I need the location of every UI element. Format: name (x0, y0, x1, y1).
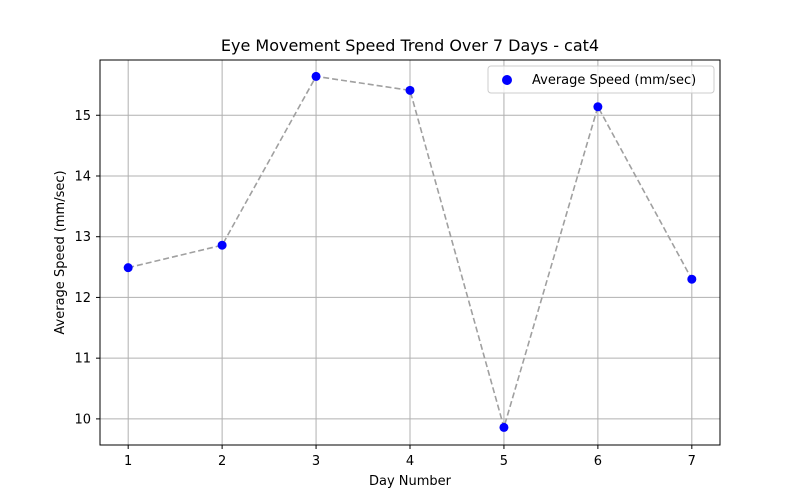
x-tick-label: 7 (688, 454, 696, 469)
x-tick-label: 6 (594, 454, 602, 469)
x-tick-label: 5 (500, 454, 508, 469)
y-tick-label: 10 (74, 412, 91, 427)
legend: Average Speed (mm/sec) (487, 65, 715, 94)
data-point (217, 240, 227, 250)
grid (100, 60, 720, 445)
x-tick-label: 4 (406, 454, 414, 469)
data-point (687, 274, 697, 284)
y-tick-label: 11 (74, 352, 91, 367)
x-tick-label: 1 (124, 454, 132, 469)
y-tick-label: 15 (74, 109, 91, 124)
data-point (311, 71, 321, 81)
data-point (499, 422, 509, 432)
legend-label: Average Speed (mm/sec) (532, 73, 696, 88)
legend-box (487, 65, 715, 94)
data-point (123, 263, 133, 273)
legend-marker (502, 75, 512, 85)
data-point (593, 102, 603, 112)
chart-title: Eye Movement Speed Trend Over 7 Days - c… (221, 36, 599, 55)
x-tick-label: 2 (218, 454, 226, 469)
data-point (405, 85, 415, 95)
x-axis-label: Day Number (369, 474, 452, 489)
x-axis-ticks: 1 2 3 4 5 6 7 (124, 445, 696, 469)
series-points (123, 71, 697, 432)
y-tick-label: 13 (74, 230, 91, 245)
y-axis-label: Average Speed (mm/sec) (53, 170, 68, 334)
y-axis-ticks: 10 11 12 13 14 15 (74, 109, 100, 427)
y-tick-label: 12 (74, 291, 91, 306)
y-tick-label: 14 (74, 169, 91, 184)
x-tick-label: 3 (312, 454, 320, 469)
